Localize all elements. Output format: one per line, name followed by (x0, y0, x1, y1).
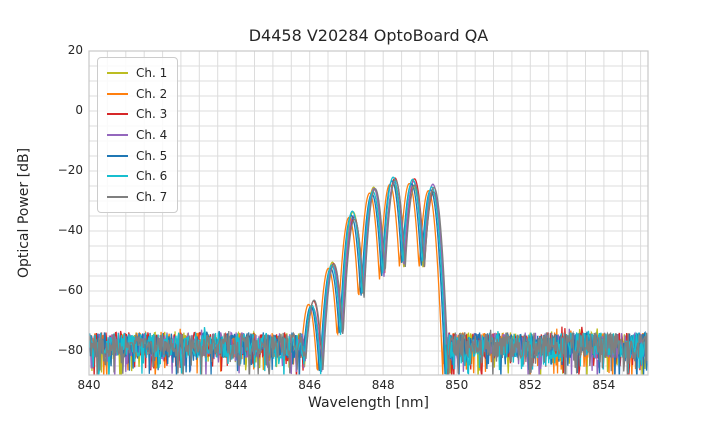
x-tick-label: 844 (224, 378, 248, 392)
x-tick-label: 842 (151, 378, 174, 392)
x-tick-label: 848 (371, 378, 395, 392)
legend-label: Ch. 2 (136, 86, 168, 101)
legend-line-swatch (107, 195, 128, 198)
legend-label: Ch. 1 (136, 66, 168, 81)
y-tick-label: −80 (57, 343, 83, 357)
legend-entry: Ch. 3 (107, 104, 167, 125)
legend-label: Ch. 6 (136, 169, 168, 184)
y-tick-label: −40 (57, 223, 83, 237)
plot-frame (88, 50, 649, 376)
legend-line-swatch (107, 134, 128, 137)
chart-title: D4458 V20284 OptoBoard QA (248, 26, 489, 45)
y-tick-label: −60 (57, 283, 83, 297)
x-tick-label: 852 (518, 378, 542, 392)
legend-line-swatch (107, 154, 128, 157)
legend-entry: Ch. 4 (107, 125, 167, 146)
legend-label: Ch. 3 (136, 107, 168, 122)
legend-entry: Ch. 1 (107, 63, 167, 84)
legend-label: Ch. 7 (136, 189, 168, 204)
legend-entry: Ch. 7 (107, 187, 167, 208)
x-tick-label: 850 (445, 378, 469, 392)
y-tick-label: 0 (75, 103, 83, 117)
y-tick-label: 20 (67, 43, 83, 57)
series-lines (89, 176, 648, 375)
x-tick-label: 840 (77, 378, 101, 392)
series-line-7 (89, 179, 648, 375)
legend-entry: Ch. 2 (107, 84, 167, 105)
legend-line-swatch (107, 175, 128, 178)
y-axis-label: Optical Power [dB] (16, 147, 32, 279)
y-tick-label: −20 (57, 163, 83, 177)
legend-label: Ch. 5 (136, 148, 168, 163)
x-axis-label: Wavelength [nm] (308, 395, 429, 411)
legend-entry: Ch. 5 (107, 145, 167, 166)
legend-line-swatch (107, 113, 128, 116)
legend-label: Ch. 4 (136, 128, 168, 143)
legend: Ch. 1 Ch. 2 Ch. 3 Ch. 4 Ch. 5 Ch. 6 Ch. 7 (97, 57, 179, 214)
legend-entry: Ch. 6 (107, 166, 167, 187)
x-tick-label: 854 (592, 378, 616, 392)
grid (89, 51, 648, 375)
legend-line-swatch (107, 72, 128, 75)
x-tick-label: 846 (298, 378, 322, 392)
legend-line-swatch (107, 92, 128, 95)
